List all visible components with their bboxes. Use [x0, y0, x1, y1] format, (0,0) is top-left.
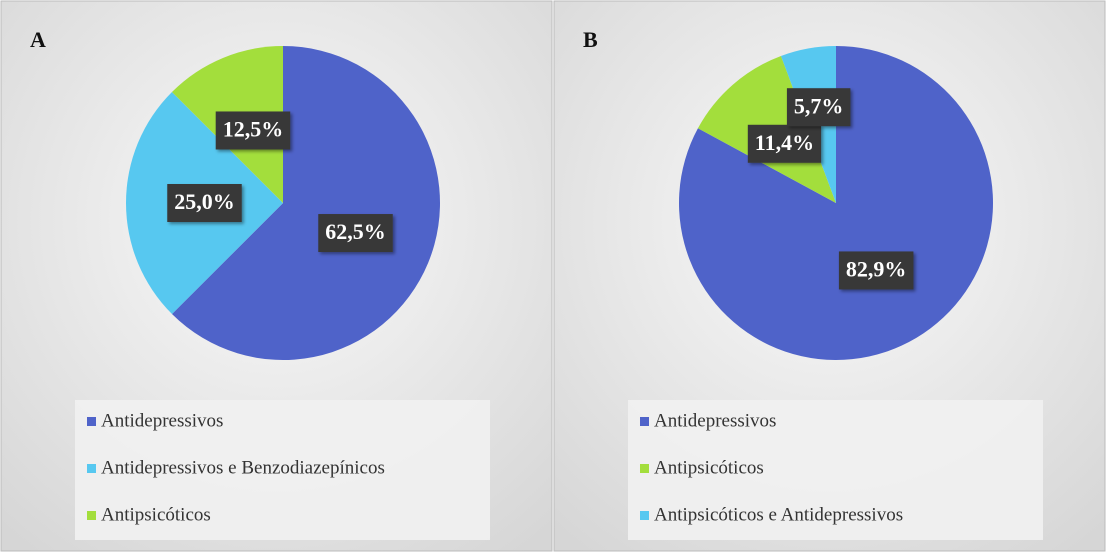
legend-label: Antipsicóticos: [101, 504, 211, 525]
panel-title: B: [583, 27, 598, 52]
legend-marker: [87, 464, 96, 473]
value-label: 5,7%: [794, 93, 844, 118]
legend-marker: [640, 417, 649, 426]
data-label: 5,7%: [786, 88, 851, 127]
legend-label: Antidepressivos: [654, 410, 776, 431]
legend-label: Antidepressivos e Benzodiazepínicos: [101, 457, 385, 478]
legend-marker: [87, 417, 96, 426]
label-box: [318, 214, 393, 253]
data-label: 25,0%: [167, 184, 242, 222]
value-label: 62,5%: [325, 219, 386, 244]
data-label: 12,5%: [215, 111, 291, 150]
pie-slice: [678, 46, 993, 360]
legend-marker: [640, 464, 649, 473]
label-box: [747, 124, 822, 163]
pie-slice: [171, 46, 440, 360]
label-box: [167, 184, 242, 222]
value-label: 12,5%: [223, 117, 284, 142]
data-label: 11,4%: [747, 124, 822, 163]
label-box: [838, 251, 914, 290]
value-label: 11,4%: [755, 130, 814, 155]
legend-label: Antidepressivos: [101, 410, 223, 431]
legend-label: Antipsicóticos e Antidepressivos: [654, 504, 903, 525]
label-box: [786, 88, 851, 127]
legend-marker: [87, 511, 96, 520]
label-box: [215, 111, 291, 150]
value-label: 25,0%: [174, 189, 235, 214]
data-label: 82,9%: [838, 251, 914, 290]
data-label: 62,5%: [318, 214, 393, 253]
legend-box: [628, 400, 1043, 540]
legend-marker: [640, 511, 649, 520]
value-label: 82,9%: [846, 256, 907, 281]
legend-label: Antipsicóticos: [654, 457, 764, 478]
panel-title: A: [30, 27, 46, 52]
legend-box: [75, 400, 490, 540]
